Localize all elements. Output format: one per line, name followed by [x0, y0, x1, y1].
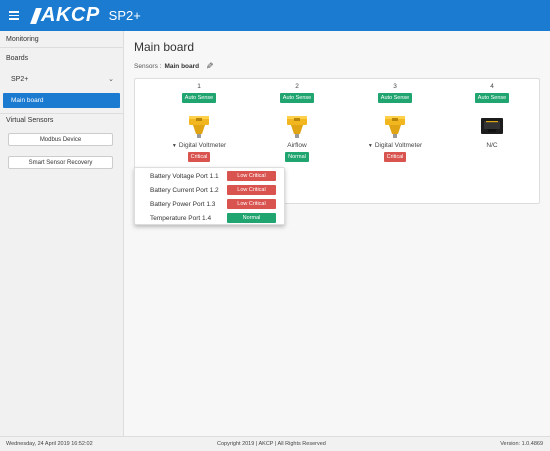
- caret-down-icon: ▼: [171, 143, 177, 149]
- dropdown-item-label: Battery Power Port 1.3: [150, 200, 216, 208]
- port-number: 3: [393, 83, 397, 90]
- status-badge: Low Critical: [227, 199, 276, 209]
- sidebar: Monitoring Boards SP2+ ⌄ Main board Virt…: [0, 31, 124, 436]
- sidebar-divider: [0, 113, 124, 114]
- yellow-sensor-icon[interactable]: [285, 115, 309, 139]
- port-3: 3 Auto Sense ▼ Digital Voltmeter Critical: [350, 83, 440, 162]
- port-sensor-label[interactable]: N/C: [486, 142, 498, 149]
- auto-sense-badge[interactable]: Auto Sense: [474, 93, 510, 103]
- sidebar-item-boards[interactable]: Boards: [6, 55, 29, 62]
- port-4: 4 Auto Sense N/C: [447, 83, 537, 149]
- caret-down-icon: ▼: [367, 143, 373, 149]
- sidebar-item-main-board[interactable]: Main board: [3, 93, 120, 108]
- sidebar-divider: [0, 47, 124, 48]
- breadcrumb: Sensors : Main board ✎: [134, 61, 214, 72]
- dropdown-item[interactable]: Battery Current Port 1.2 Low Critical: [135, 184, 286, 196]
- port-sensor-label[interactable]: Airflow: [287, 142, 307, 149]
- status-badge: Normal: [227, 213, 276, 223]
- auto-sense-badge[interactable]: Auto Sense: [181, 93, 217, 103]
- dropdown-item-label: Battery Current Port 1.2: [150, 186, 219, 194]
- port-2: 2 Auto Sense Airflow Normal: [252, 83, 342, 162]
- status-badge: Critical: [383, 152, 407, 162]
- footer-datetime: Wednesday, 24 April 2019 16:52:02: [6, 441, 93, 447]
- edit-pencil-icon[interactable]: ✎: [206, 61, 214, 71]
- dropdown-item[interactable]: Battery Voltage Port 1.1 Low Critical: [135, 170, 286, 182]
- device-model: SP2+: [108, 8, 141, 23]
- port-number: 4: [490, 83, 494, 90]
- smart-sensor-recovery-button[interactable]: Smart Sensor Recovery: [8, 156, 113, 169]
- port-sensor-label[interactable]: ▼ Digital Voltmeter: [171, 142, 227, 149]
- port-number: 2: [295, 83, 299, 90]
- menu-icon[interactable]: [9, 11, 19, 20]
- footer: Wednesday, 24 April 2019 16:52:02 Copyri…: [0, 436, 550, 451]
- port-sensor-label[interactable]: ▼ Digital Voltmeter: [367, 142, 423, 149]
- auto-sense-badge[interactable]: Auto Sense: [279, 93, 315, 103]
- dropdown-item[interactable]: Temperature Port 1.4 Normal: [135, 212, 286, 224]
- footer-copyright: Copyright 2019 | AKCP | All Rights Reser…: [217, 441, 326, 447]
- sidebar-item-sp2[interactable]: SP2+ ⌄: [0, 72, 124, 86]
- footer-version: Version: 1.0.4869: [500, 441, 543, 447]
- status-badge: Normal: [285, 152, 309, 162]
- akcp-logo: AKCP: [30, 4, 100, 27]
- breadcrumb-current: Main board: [164, 63, 200, 70]
- sensor-dropdown-menu: Battery Voltage Port 1.1 Low Critical Ba…: [134, 167, 285, 225]
- empty-port-icon[interactable]: [480, 115, 504, 139]
- auto-sense-badge[interactable]: Auto Sense: [377, 93, 413, 103]
- sidebar-item-virtual-sensors[interactable]: Virtual Sensors: [6, 117, 54, 124]
- port-1: 1 Auto Sense ▼ Digital Voltmeter Critical: [154, 83, 244, 162]
- yellow-sensor-icon[interactable]: [187, 115, 211, 139]
- dropdown-item-label: Battery Voltage Port 1.1: [150, 172, 219, 180]
- sidebar-item-monitoring[interactable]: Monitoring: [6, 36, 39, 43]
- modbus-device-button[interactable]: Modbus Device: [8, 133, 113, 146]
- chevron-down-icon: ⌄: [108, 76, 114, 83]
- dropdown-item[interactable]: Battery Power Port 1.3 Low Critical: [135, 198, 286, 210]
- status-badge: Low Critical: [227, 171, 276, 181]
- page-title: Main board: [134, 40, 195, 54]
- port-number: 1: [197, 83, 201, 90]
- breadcrumb-prefix: Sensors :: [134, 63, 162, 70]
- status-badge: Low Critical: [227, 185, 276, 195]
- status-badge: Critical: [187, 152, 211, 162]
- main-content: Main board Sensors : Main board ✎ 1 Auto…: [124, 31, 550, 436]
- sidebar-item-label: SP2+: [11, 75, 29, 83]
- dropdown-item-label: Temperature Port 1.4: [150, 214, 212, 222]
- top-bar: AKCP SP2+: [0, 0, 550, 31]
- yellow-sensor-icon[interactable]: [383, 115, 407, 139]
